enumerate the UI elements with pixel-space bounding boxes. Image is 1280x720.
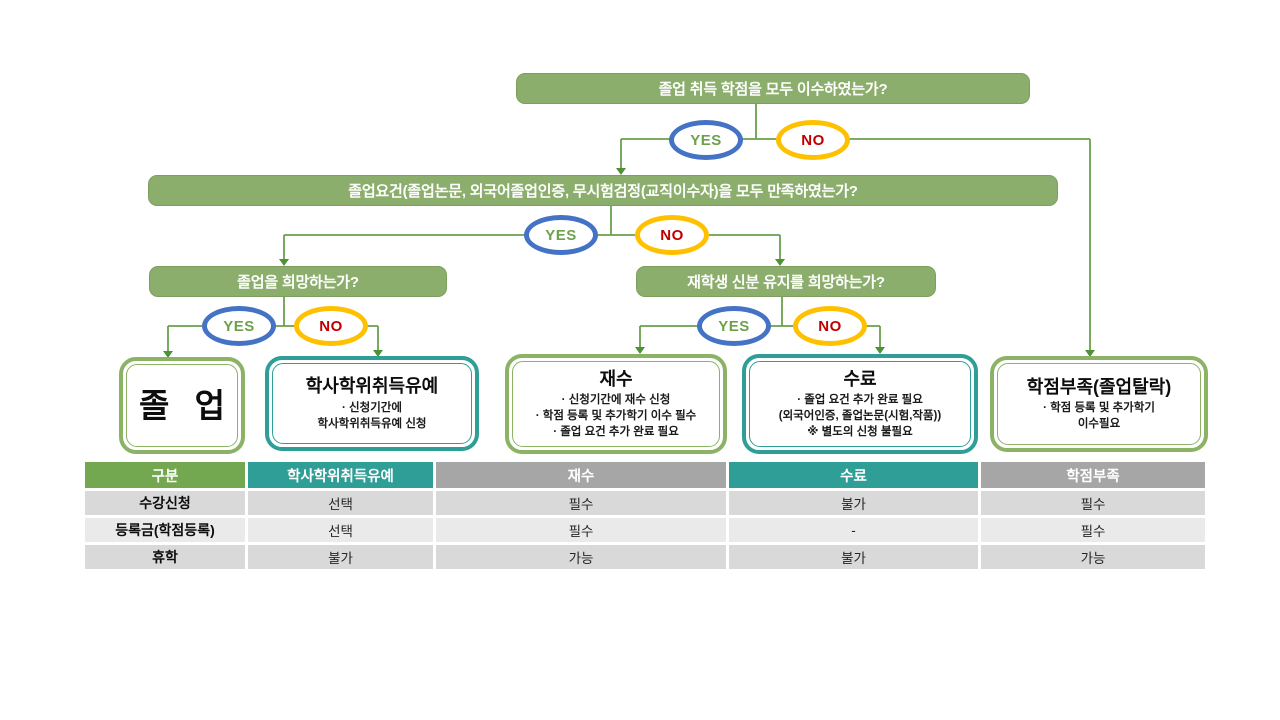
table-cell: 불가 [729, 491, 978, 515]
table-cell: 필수 [981, 491, 1205, 515]
result-box-insufficient-credits: 학점부족(졸업탈락) · 학점 등록 및 추가학기 이수필요 [990, 356, 1208, 452]
result-note-line: · 신청기간에 [342, 401, 402, 414]
yes-badge-level2: YES [524, 215, 598, 255]
no-badge-level3-right: NO [793, 306, 867, 346]
row-label-leave-of-absence: 휴학 [85, 545, 245, 569]
result-title: 수료 [843, 368, 877, 389]
question-credits-completed: 졸업 취득 학점을 모두 이수하였는가? [516, 73, 1030, 104]
table-cell: 가능 [436, 545, 726, 569]
question-wish-to-graduate: 졸업을 희망하는가? [149, 266, 447, 297]
table-header-insufficient-credits: 학점부족 [981, 462, 1205, 488]
result-note-line: ※ 별도의 신청 불필요 [807, 426, 913, 439]
table-cell: - [729, 518, 978, 542]
result-box-graduation-inner: 졸 업 [126, 364, 238, 447]
summary-table: 구분 학사학위취득유예 재수 수료 학점부족 수강신청 선택 필수 불가 필수 … [85, 462, 1205, 569]
table-cell: 필수 [981, 518, 1205, 542]
table-header-category: 구분 [85, 462, 245, 488]
table-cell: 가능 [981, 545, 1205, 569]
result-title: 졸 업 [139, 386, 233, 424]
table-cell: 필수 [436, 518, 726, 542]
no-badge-level2: NO [635, 215, 709, 255]
result-box-insufficient-credits-inner: 학점부족(졸업탈락) · 학점 등록 및 추가학기 이수필요 [997, 363, 1201, 445]
yes-badge-level3-right: YES [697, 306, 771, 346]
table-header-degree-deferral: 학사학위취득유예 [248, 462, 433, 488]
result-title: 재수 [599, 368, 633, 389]
result-note-line: · 졸업 요건 추가 완료 필요 [797, 394, 923, 407]
row-label-course-registration: 수강신청 [85, 491, 245, 515]
result-note-line: 학사학위취득유예 신청 [317, 417, 427, 430]
question-graduation-requirements: 졸업요건(졸업논문, 외국어졸업인증, 무시험검정(교직이수자)을 모두 만족하… [148, 175, 1058, 206]
row-label-tuition: 등록금(학점등록) [85, 518, 245, 542]
result-box-retake: 재수 · 신청기간에 재수 신청 · 학점 등록 및 추가학기 이수 필수 · … [505, 354, 727, 454]
no-badge-level1: NO [776, 120, 850, 160]
result-note-line: · 신청기간에 재수 신청 [561, 394, 671, 407]
table-cell: 선택 [248, 518, 433, 542]
result-box-completion-inner: 수료 · 졸업 요건 추가 완료 필요 (외국어인증, 졸업논문(시험,작품))… [749, 361, 971, 447]
table-cell: 선택 [248, 491, 433, 515]
result-box-degree-deferral: 학사학위취득유예 · 신청기간에 학사학위취득유예 신청 [265, 356, 479, 451]
table-header-completion: 수료 [729, 462, 978, 488]
result-box-graduation: 졸 업 [119, 357, 245, 454]
result-note-line: (외국어인증, 졸업논문(시험,작품)) [778, 410, 942, 423]
result-box-degree-deferral-inner: 학사학위취득유예 · 신청기간에 학사학위취득유예 신청 [272, 363, 472, 444]
table-cell: 필수 [436, 491, 726, 515]
result-note-line: 이수필요 [1077, 418, 1121, 431]
yes-badge-level3-left: YES [202, 306, 276, 346]
table-cell: 불가 [248, 545, 433, 569]
table-cell: 불가 [729, 545, 978, 569]
result-title: 학점부족(졸업탈락) [1026, 376, 1172, 397]
result-title: 학사학위취득유예 [305, 376, 439, 397]
result-note-line: · 학점 등록 및 추가학기 [1043, 402, 1155, 415]
result-note-line: · 졸업 요건 추가 완료 필요 [553, 426, 679, 439]
yes-badge-level1: YES [669, 120, 743, 160]
table-header-retake: 재수 [436, 462, 726, 488]
no-badge-level3-left: NO [294, 306, 368, 346]
result-box-completion: 수료 · 졸업 요건 추가 완료 필요 (외국어인증, 졸업논문(시험,작품))… [742, 354, 978, 454]
question-keep-enrolled-status: 재학생 신분 유지를 희망하는가? [636, 266, 936, 297]
result-box-retake-inner: 재수 · 신청기간에 재수 신청 · 학점 등록 및 추가학기 이수 필수 · … [512, 361, 720, 447]
result-note-line: · 학점 등록 및 추가학기 이수 필수 [535, 410, 697, 423]
